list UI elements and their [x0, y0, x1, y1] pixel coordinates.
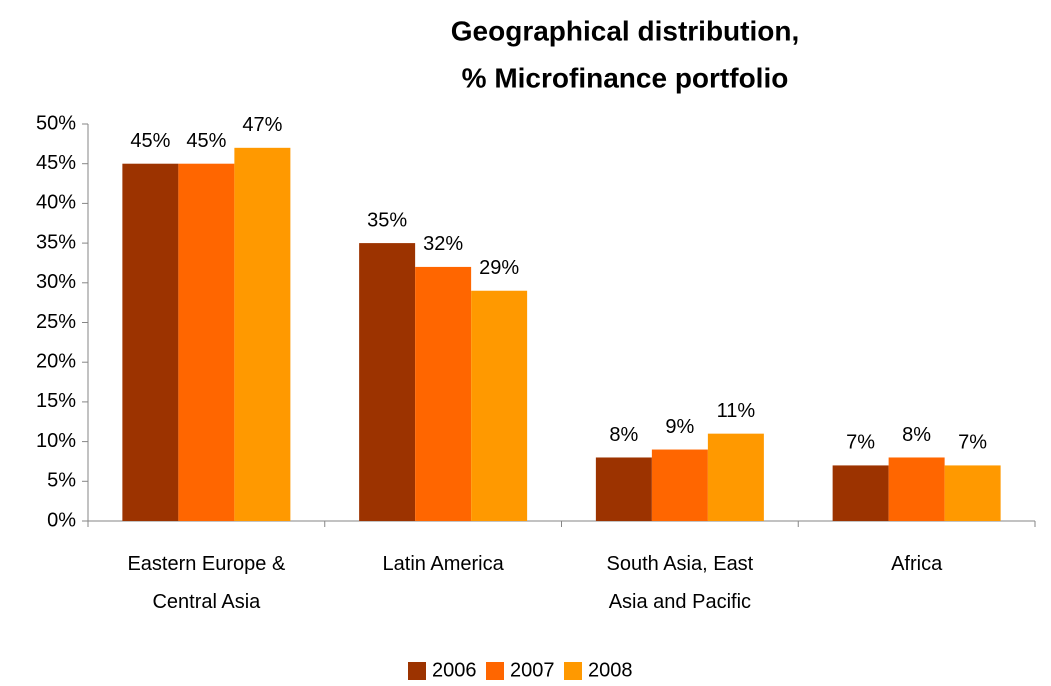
- legend-swatch: [486, 662, 504, 680]
- x-tick-label: South Asia, East Asia and Pacific: [606, 553, 753, 613]
- data-label: 45%: [186, 130, 226, 152]
- bar: [595, 457, 652, 521]
- bar: [234, 147, 291, 521]
- data-label: 8%: [609, 424, 638, 446]
- y-tick-label: 30%: [36, 271, 76, 293]
- y-tick-label: 25%: [36, 311, 76, 333]
- bar: [832, 465, 889, 521]
- bar: [944, 465, 1001, 521]
- data-label: 7%: [846, 432, 875, 454]
- y-tick-label: 20%: [36, 350, 76, 372]
- data-label: 32%: [423, 233, 463, 255]
- bar: [707, 433, 764, 521]
- bar: [122, 163, 179, 521]
- y-tick-label: 0%: [47, 509, 76, 531]
- bar: [359, 243, 416, 521]
- y-tick-label: 5%: [47, 470, 76, 492]
- data-label: 29%: [479, 257, 519, 279]
- data-label: 8%: [902, 424, 931, 446]
- bar: [471, 290, 528, 521]
- y-tick-label: 50%: [36, 112, 76, 134]
- x-tick-label: Africa: [891, 553, 943, 575]
- legend-label: 2008: [588, 659, 633, 681]
- x-tick-label: Latin America: [383, 553, 505, 575]
- bar: [651, 449, 708, 521]
- y-tick-label: 35%: [36, 231, 76, 253]
- legend-label: 2007: [510, 659, 555, 681]
- data-label: 35%: [367, 209, 407, 231]
- y-tick-label: 45%: [36, 152, 76, 174]
- bar: [178, 163, 235, 521]
- y-tick-label: 10%: [36, 430, 76, 452]
- data-label: 9%: [665, 416, 694, 438]
- legend-swatch: [564, 662, 582, 680]
- y-tick-label: 40%: [36, 192, 76, 214]
- data-label: 11%: [717, 400, 756, 422]
- x-tick-label: Eastern Europe & Central Asia: [127, 553, 286, 613]
- chart-title: % Microfinance portfolio: [462, 62, 789, 93]
- data-label: 45%: [130, 130, 170, 152]
- legend-label: 2006: [432, 659, 477, 681]
- bar: [415, 266, 472, 521]
- data-label: 47%: [242, 114, 282, 136]
- data-label: 7%: [958, 432, 987, 454]
- legend-swatch: [408, 662, 426, 680]
- bar: [888, 457, 945, 521]
- y-tick-label: 15%: [36, 390, 76, 412]
- chart-title: Geographical distribution,: [451, 15, 799, 46]
